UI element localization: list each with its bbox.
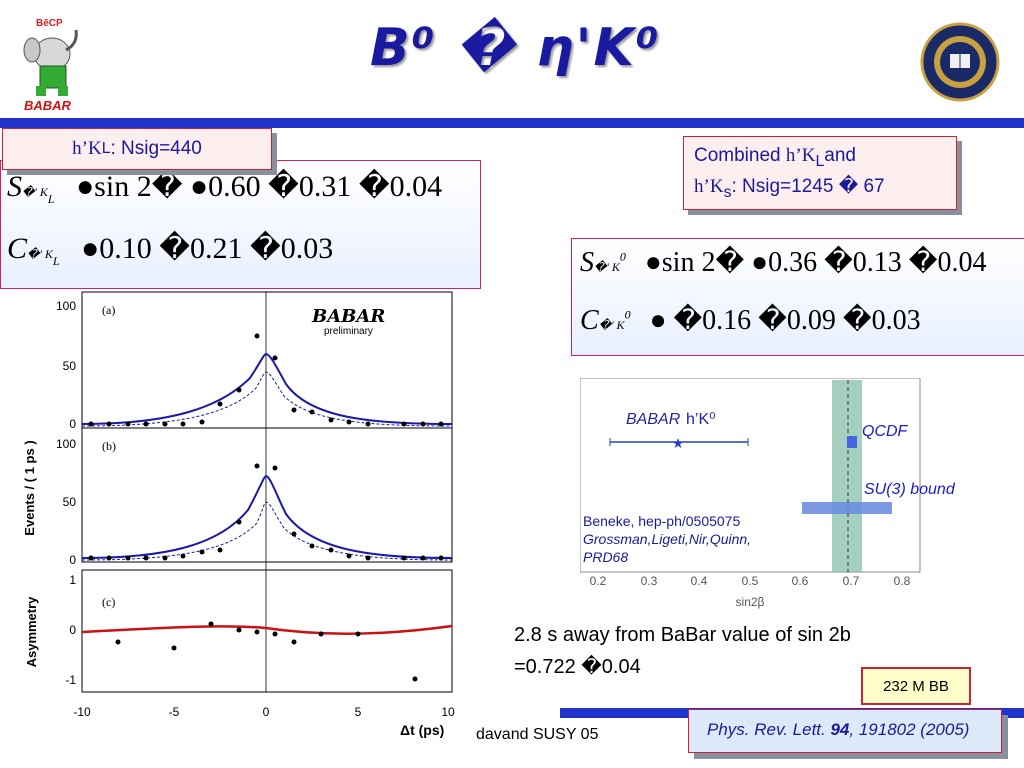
babar-star-icon: ★ xyxy=(672,435,685,451)
svg-text:0.2: 0.2 xyxy=(590,574,607,588)
nsig-kl-pre: h’K xyxy=(72,138,102,159)
svg-text:5: 5 xyxy=(355,705,362,719)
s-rhs: ●sin 2� ●0.60 �0.31 �0.04 xyxy=(76,170,443,203)
svg-text:-1: -1 xyxy=(65,673,76,687)
svg-text:(b): (b) xyxy=(102,439,116,453)
reference-citation: Phys. Rev. Lett. 94, 191802 (2005) xyxy=(707,720,970,739)
svg-text:0.7: 0.7 xyxy=(843,574,860,588)
nsig-kl-sub: L xyxy=(101,140,111,157)
svg-text:h’K⁰: h’K⁰ xyxy=(686,411,716,428)
svg-text:0.8: 0.8 xyxy=(894,574,911,588)
bb-count-badge: 232 M BB xyxy=(861,667,971,705)
university-seal-logo xyxy=(920,22,1000,102)
svg-text:0.3: 0.3 xyxy=(641,574,658,588)
discrepancy-note-line-2: =0.722 �0.04 xyxy=(514,656,641,678)
combined-nsig-label: Combined h’KLand h’Ks: Nsig=1245 � 67 xyxy=(683,136,957,210)
s-eta-k0-equation: S�' K0 ●sin 2� ●0.36 �0.13 �0.04 xyxy=(580,247,987,278)
c-subscript: �' K xyxy=(27,247,53,261)
combined-line-1: Combined h’KLand xyxy=(694,145,856,170)
svg-text:1: 1 xyxy=(69,573,76,587)
svg-text:0.6: 0.6 xyxy=(792,574,809,588)
svg-text:10: 10 xyxy=(441,705,455,719)
delta-t-plots: 100 50 0 100 50 0 1 0 -1 -10 -5 0 5 10 (… xyxy=(22,291,455,738)
delta-t-axis-label: Δt (ps) xyxy=(400,722,444,738)
svg-text:50: 50 xyxy=(63,495,77,509)
equation-box-k0: S�' K0 ●sin 2� ●0.36 �0.13 �0.04 C�' K0 … xyxy=(571,238,1024,356)
svg-text:0.5: 0.5 xyxy=(742,574,759,588)
svg-text:preliminary: preliminary xyxy=(324,326,373,337)
svg-text:(c): (c) xyxy=(102,595,115,609)
svg-text:100: 100 xyxy=(56,437,76,451)
svg-text:-10: -10 xyxy=(73,705,91,719)
sin2beta-axis-label: sin2β xyxy=(736,595,765,609)
svg-text:0: 0 xyxy=(263,705,270,719)
svg-text:BABAR: BABAR xyxy=(311,306,385,327)
c-symbol: C xyxy=(7,232,28,265)
s-eta-kl-equation: S�' KL ●sin 2� ●0.60 �0.31 �0.04 xyxy=(7,169,442,207)
nsig-kl-post: : Nsig=440 xyxy=(110,138,202,159)
c-symbol-k0: C xyxy=(580,305,599,336)
combined-line-2: h’Ks: Nsig=1245 � 67 xyxy=(694,176,885,201)
c-rhs: ●0.10 �0.21 �0.03 xyxy=(81,232,334,265)
svg-text:(a): (a) xyxy=(102,303,115,317)
c-eta-k0-equation: C�' K0 ● �0.16 �0.09 �0.03 xyxy=(580,305,921,336)
c-subsubscript: L xyxy=(52,254,60,268)
svg-text:100: 100 xyxy=(56,299,76,313)
svg-text:0: 0 xyxy=(69,553,76,567)
sin2beta-comparison-plot: ★ BABAR h’K⁰ QCDF SU(3) bound Beneke, he… xyxy=(580,378,956,609)
slide-title: B⁰ � η'K⁰ xyxy=(370,18,661,78)
svg-text:50: 50 xyxy=(63,359,77,373)
equation-box-kl: S�' KL ●sin 2� ●0.60 �0.31 �0.04 C�' KL … xyxy=(0,160,481,289)
logo-mark: BēCP xyxy=(36,18,63,29)
reference-box: Phys. Rev. Lett. 94, 191802 (2005) xyxy=(688,709,1002,753)
footer-text: davand SUSY 05 xyxy=(476,726,599,743)
s-subsubscript: L xyxy=(47,192,55,206)
su3-label: SU(3) bound xyxy=(864,481,956,498)
babar-point-label: BABAR xyxy=(626,411,681,428)
svg-text:Grossman,Ligeti,Nir,Quinn,: Grossman,Ligeti,Nir,Quinn, xyxy=(583,531,751,547)
asymmetry-axis-label: Asymmetry xyxy=(24,596,39,668)
svg-text:-5: -5 xyxy=(169,705,180,719)
c-eta-kl-equation: C�' KL ●0.10 �0.21 �0.03 xyxy=(7,231,333,269)
s-subscript: �' K xyxy=(22,185,48,199)
svg-text:0: 0 xyxy=(69,417,76,431)
svg-text:0: 0 xyxy=(69,623,76,637)
s-symbol-k0: S xyxy=(580,247,594,278)
nsig-kl-label: h’K L: Nsig=440 xyxy=(2,128,272,170)
header-divider xyxy=(0,118,1024,128)
s-symbol: S xyxy=(7,170,22,203)
events-axis-label: Events / ( 1 ps ) xyxy=(22,440,37,535)
svg-text:PRD68: PRD68 xyxy=(583,549,628,565)
logo-caption: BABAR xyxy=(24,98,72,113)
babar-elephant-logo: BēCP BABAR xyxy=(23,18,78,113)
discrepancy-note-line-1: 2.8 s away from BaBar value of sin 2b xyxy=(514,624,851,646)
qcdf-label: QCDF xyxy=(862,423,909,440)
svg-text:Beneke, hep-ph/0505075: Beneke, hep-ph/0505075 xyxy=(583,513,740,529)
svg-text:0.4: 0.4 xyxy=(691,574,708,588)
